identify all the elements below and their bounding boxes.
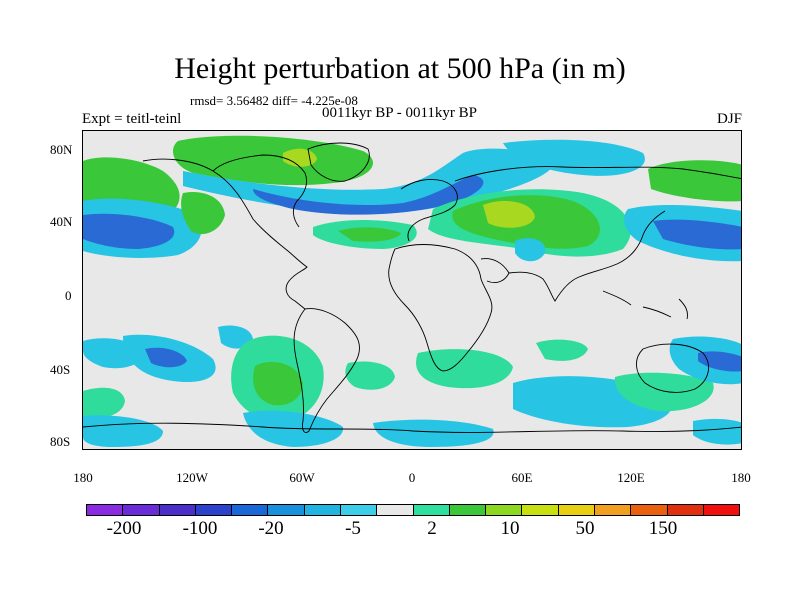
contour-region <box>253 175 484 215</box>
lat-tick-80n: 80N <box>50 142 73 157</box>
colorbar-cell <box>413 505 450 515</box>
lat-tick-0: 0 <box>65 288 72 303</box>
colorbar-label: 10 <box>500 518 520 539</box>
contour-region <box>173 135 373 186</box>
lat-tick-40s: 40S <box>50 362 71 377</box>
lon-tick-0: 0 <box>408 470 416 485</box>
colorbar-cell <box>558 505 595 515</box>
lon-tick-180w: 180 <box>73 470 93 485</box>
colorbar-label: -100 <box>182 518 218 539</box>
map-panel <box>82 130 742 450</box>
contour-region <box>145 347 187 368</box>
colorbar-cell <box>340 505 378 515</box>
contour-region <box>416 349 513 389</box>
lat-tick-40n: 40N <box>50 214 73 229</box>
lon-tick-120w: 120W <box>176 470 208 485</box>
colorbar-cell <box>268 505 305 515</box>
contour-region <box>218 325 253 349</box>
colorbar-label: 150 <box>648 518 678 539</box>
contour-fields <box>83 135 741 447</box>
period-label: 0011kyr BP - 0011kyr BP <box>322 105 478 121</box>
contour-region <box>536 339 588 361</box>
contour-region <box>614 372 714 412</box>
season-label: DJF <box>716 111 742 127</box>
colorbar-cell <box>232 505 269 515</box>
colorbar-label: -20 <box>258 518 284 539</box>
lat-tick-80s: 80S <box>50 434 71 449</box>
colorbar-cell <box>377 505 414 515</box>
colorbar-cell <box>522 505 559 515</box>
colorbar-label: -200 <box>106 518 142 539</box>
contour-region <box>483 201 535 228</box>
coastlines <box>83 142 741 433</box>
lon-tick-180e: 180 <box>731 470 751 485</box>
contour-region <box>373 419 494 447</box>
colorbar-label: -5 <box>345 518 361 539</box>
colorbar-label: 50 <box>575 518 595 539</box>
lon-tick-120e: 120E <box>617 470 645 485</box>
contour-region <box>693 418 741 445</box>
colorbar-cell <box>159 505 196 515</box>
colorbar-cell <box>486 505 523 515</box>
contour-region <box>83 213 175 249</box>
chart-title: Height perturbation at 500 hPa (in m) <box>174 52 626 85</box>
colorbar-cell <box>594 505 632 515</box>
experiment-label: Expt = teitl-teinl <box>82 111 182 127</box>
colorbar-cell <box>87 505 124 515</box>
contour-region <box>648 160 741 202</box>
stats-text: rmsd= 3.56482 diff= -4.225e-08 <box>190 93 358 108</box>
colorbar-cell <box>123 505 160 515</box>
contour-region <box>83 157 180 211</box>
colorbar-cell <box>667 505 704 515</box>
contour-region <box>503 139 645 176</box>
lon-tick-60e: 60E <box>511 470 533 485</box>
contour-region <box>345 361 395 390</box>
colorbar-cell <box>304 505 341 515</box>
contour-region <box>253 361 303 406</box>
contour-region <box>181 191 225 235</box>
contour-region <box>653 219 741 250</box>
contour-region <box>338 227 401 242</box>
colorbar <box>86 504 740 516</box>
contour-region <box>83 415 163 447</box>
colorbar-cell <box>195 505 233 515</box>
colorbar-cell <box>449 505 487 515</box>
contour-region <box>83 387 125 419</box>
contour-map <box>83 135 741 447</box>
colorbar-cell <box>703 505 740 515</box>
colorbar-cell <box>631 505 668 515</box>
contour-region <box>515 238 546 262</box>
lon-tick-60w: 60W <box>289 470 315 485</box>
colorbar-label: 2 <box>427 518 437 539</box>
